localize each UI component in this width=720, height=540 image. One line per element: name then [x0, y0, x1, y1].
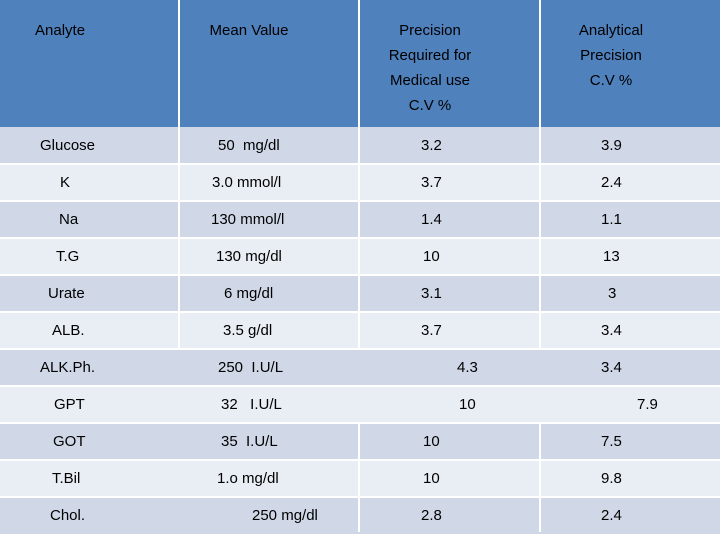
cell-precision-required: 10	[423, 470, 440, 487]
cell-analytical-precision: 2.4	[601, 507, 622, 524]
row-divider	[0, 200, 720, 202]
cell-analytical-precision: 7.9	[637, 396, 658, 413]
table-row: GOT 35 I.U/L 10 7.5	[0, 423, 720, 460]
cell-analytical-precision: 3.4	[601, 359, 622, 376]
cell-precision-required: 10	[459, 396, 476, 413]
cell-mean-value: 1.o mg/dl	[217, 470, 279, 487]
table-row: Na 130 mmol/l 1.4 1.1	[0, 201, 720, 238]
header-divider	[539, 0, 541, 127]
column-divider	[358, 423, 360, 532]
table-row: Urate 6 mg/dl 3.1 3	[0, 275, 720, 312]
column-divider	[358, 127, 360, 349]
cell-mean-value: 50 mg/dl	[218, 137, 280, 154]
cell-analytical-precision: 7.5	[601, 433, 622, 450]
cell-mean-value: 130 mmol/l	[211, 211, 285, 228]
table-row: K 3.0 mmol/l 3.7 2.4	[0, 164, 720, 201]
row-divider	[0, 459, 720, 461]
table-header: Analyte Mean Value Precision Required fo…	[0, 0, 720, 127]
row-divider	[0, 348, 720, 350]
header-analyte: Analyte	[35, 22, 86, 39]
cell-analytical-precision: 9.8	[601, 470, 622, 487]
row-divider	[0, 237, 720, 239]
row-divider	[0, 311, 720, 313]
cell-analytical-precision: 3	[608, 285, 617, 302]
table-row: Chol. 250 mg/dl 2.8 2.4	[0, 497, 720, 534]
row-divider	[0, 496, 720, 498]
table-row: GPT 32 I.U/L 10 7.9	[0, 386, 720, 423]
table-row: T.Bil 1.o mg/dl 10 9.8	[0, 460, 720, 497]
cell-mean-value: 3.0 mmol/l	[212, 174, 282, 191]
table-row: Glucose 50 mg/dl 3.2 3.9	[0, 127, 720, 164]
header-divider	[178, 0, 180, 127]
column-divider	[178, 127, 180, 349]
table-row: T.G 130 mg/dl 10 13	[0, 238, 720, 275]
column-divider	[539, 127, 541, 349]
table-row: ALB. 3.5 g/dl 3.7 3.4	[0, 312, 720, 349]
cell-analyte: GPT	[54, 396, 85, 413]
cell-analyte: ALK.Ph.	[40, 359, 96, 376]
cell-precision-required: 3.2	[421, 137, 442, 154]
row-divider	[0, 422, 720, 424]
cell-precision-required: 1.4	[421, 211, 442, 228]
cell-precision-required: 2.8	[421, 507, 442, 524]
header-analytical-precision: Analytical Precision C.V %	[578, 22, 644, 89]
header-precision-required: Precision Required for Medical use C.V %	[388, 22, 472, 114]
cell-mean-value: 32 I.U/L	[221, 396, 282, 413]
cell-mean-value: 250 I.U/L	[218, 359, 284, 376]
header-divider	[358, 0, 360, 127]
cell-mean-value: 130 mg/dl	[216, 248, 282, 265]
cell-analyte: Chol.	[50, 507, 86, 524]
cell-analyte: T.Bil	[52, 470, 81, 487]
cell-precision-required: 3.7	[421, 322, 442, 339]
cell-analyte: Na	[59, 211, 79, 228]
cell-mean-value: 3.5 g/dl	[223, 322, 273, 339]
cell-mean-value: 35 I.U/L	[221, 433, 278, 450]
table-row: ALK.Ph. 250 I.U/L 4.3 3.4	[0, 349, 720, 386]
header-mean-value: Mean Value	[209, 22, 289, 39]
cell-analyte: Urate	[48, 285, 85, 302]
cell-analyte: GOT	[53, 433, 86, 450]
cell-precision-required: 4.3	[457, 359, 478, 376]
column-divider	[539, 423, 541, 532]
cell-analyte: Glucose	[40, 137, 96, 154]
cell-analyte: T.G	[56, 248, 80, 265]
cell-analyte: K	[60, 174, 71, 191]
row-divider	[0, 274, 720, 276]
cell-precision-required: 10	[423, 248, 440, 265]
row-divider	[0, 163, 720, 165]
cell-analyte: ALB.	[52, 322, 85, 339]
cell-precision-required: 3.7	[421, 174, 442, 191]
cell-analytical-precision: 3.4	[601, 322, 622, 339]
cell-analytical-precision: 3.9	[601, 137, 622, 154]
cell-analytical-precision: 1.1	[601, 211, 622, 228]
cell-mean-value: 6 mg/dl	[224, 285, 274, 302]
cell-precision-required: 10	[423, 433, 440, 450]
cell-analytical-precision: 13	[603, 248, 620, 265]
cell-analytical-precision: 2.4	[601, 174, 622, 191]
cell-precision-required: 3.1	[421, 285, 442, 302]
row-divider	[0, 385, 720, 387]
cell-mean-value: 250 mg/dl	[252, 507, 318, 524]
